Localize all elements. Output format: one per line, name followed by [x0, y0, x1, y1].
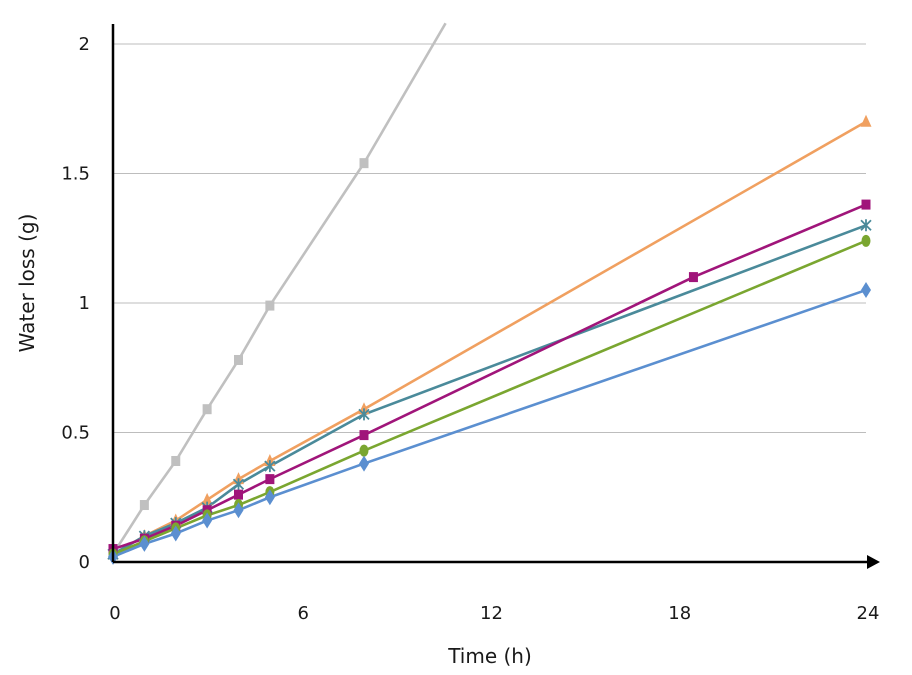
series-6-point-3: [170, 525, 181, 542]
series-5-line: [112, 239, 867, 556]
series-1-point-2: [139, 500, 149, 511]
x-tick-label-0: 0: [109, 603, 120, 624]
series-2-point-8: [860, 114, 872, 127]
series-3-point-5: [232, 478, 245, 491]
x-tick-label-4: 24: [857, 603, 880, 624]
series-1-point-3: [171, 455, 181, 466]
series-2-point-4: [201, 492, 213, 505]
series-3-point-6: [264, 460, 276, 473]
series-4-point-8: [688, 272, 698, 283]
y-tick-label-4: 2: [79, 34, 90, 55]
series-1-point-7: [359, 158, 369, 169]
series-2-line: [112, 120, 867, 556]
series-6-point-5: [233, 502, 244, 519]
axes: [111, 24, 880, 569]
series-6-point-4: [202, 512, 213, 529]
x-axis-label: Time (h): [447, 644, 532, 668]
series-4-point-7: [359, 430, 369, 441]
x-tick-label-1: 6: [298, 603, 309, 624]
series-3-line: [112, 224, 867, 556]
series-4-point-6: [265, 474, 275, 485]
series-1-line: [111, 22, 447, 555]
y-axis-label: Water loss (g): [15, 214, 39, 353]
series-4-point-5: [234, 489, 243, 500]
series-lines: [111, 22, 867, 559]
x-tick-label-2: 12: [480, 603, 503, 624]
series-6-point-7: [359, 455, 369, 472]
series-6-point-6: [264, 489, 275, 506]
series-6-point-2: [139, 535, 150, 552]
y-tick-label-3: 1.5: [61, 164, 90, 185]
series-6-point-8: [861, 282, 871, 299]
series-4-line: [112, 203, 867, 551]
series-5-point-7: [359, 444, 369, 457]
y-tick-label-1: 0.5: [61, 423, 90, 444]
gridlines: [113, 43, 866, 433]
series-1-point-4: [202, 404, 212, 415]
series-4-point-9: [861, 199, 871, 210]
y-tick-label-2: 1: [79, 293, 90, 314]
series-3-point-7: [358, 408, 370, 421]
series-6-line: [112, 288, 867, 559]
series-1-point-5: [234, 354, 243, 365]
series-1-point-6: [265, 300, 275, 311]
series-3-point-8: [860, 219, 872, 232]
series-5-point-8: [861, 234, 871, 247]
tick-labels: 0 6 12 18 24 0 0.5 1 1.5 2: [61, 34, 879, 624]
y-tick-label-0: 0: [79, 552, 90, 573]
x-axis-arrow: [867, 555, 880, 569]
x-tick-label-3: 18: [668, 603, 691, 624]
